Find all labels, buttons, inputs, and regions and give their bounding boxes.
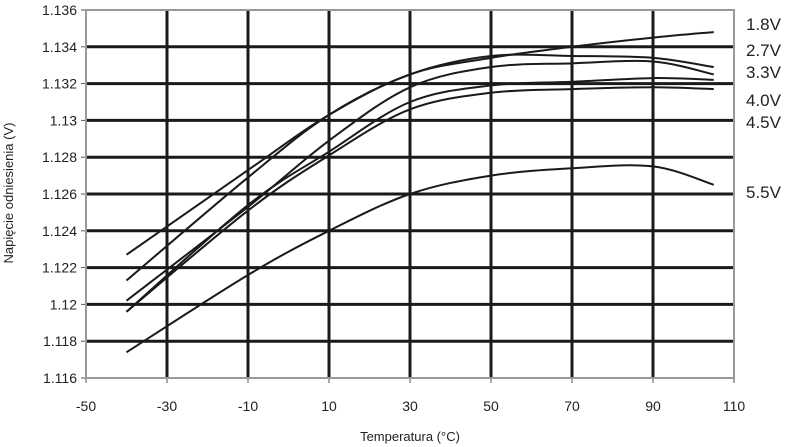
y-tick-label: 1.128: [42, 149, 77, 165]
y-tick-label: 1.126: [42, 186, 77, 202]
y-tick-label: 1.136: [42, 2, 77, 18]
series-line-3-3V: [125, 59, 714, 302]
x-tick-label: -50: [76, 398, 96, 414]
plot-frame: [85, 9, 735, 379]
x-tick-label: 10: [321, 398, 337, 414]
x-tick-label: 30: [402, 398, 418, 414]
x-tick-label: 90: [645, 398, 661, 414]
tick-labels: 1.136 1.134 1.132 1.13 1.128 1.126 1.124 1.122 1…: [42, 2, 745, 414]
series-label: 5.5V: [746, 183, 782, 202]
x-tick-label: -30: [157, 398, 177, 414]
series-label: 3.3V: [746, 63, 782, 82]
y-tick-label: 1.122: [42, 260, 77, 276]
y-tick-label: 1.13: [50, 112, 77, 128]
y-tick-label: 1.118: [43, 333, 77, 349]
y-tick-label: 1.134: [42, 39, 77, 55]
series-label: 4.0V: [746, 91, 782, 110]
series-label: 1.8V: [746, 15, 782, 34]
y-axis-title: Napięcie odniesienia (V): [1, 123, 16, 264]
x-tick-label: 70: [564, 398, 580, 414]
y-tick-label: 1.124: [42, 223, 77, 239]
grid: [81, 9, 735, 383]
x-tick-label: 50: [483, 398, 499, 414]
series-label: 4.5V: [746, 113, 782, 132]
series-line-4-0V: [125, 77, 714, 313]
series-line-4-5V: [125, 86, 714, 313]
x-tick-label: -10: [238, 398, 258, 414]
x-tick-label: 110: [723, 398, 746, 414]
series-line-1-8V: [125, 31, 714, 256]
series-line-5-5V: [125, 164, 715, 354]
series-lines: [125, 31, 715, 354]
y-tick-label: 1.12: [50, 296, 77, 312]
series-line-2-7V: [125, 53, 714, 282]
y-tick-label: 1.132: [42, 76, 77, 92]
series-label: 2.7V: [746, 41, 782, 60]
series-labels: 1.8V 2.7V 3.3V 4.0V 4.5V 5.5V: [746, 15, 782, 202]
x-axis-title: Temperatura (°C): [360, 429, 460, 444]
y-tick-label: 1.116: [43, 370, 77, 386]
